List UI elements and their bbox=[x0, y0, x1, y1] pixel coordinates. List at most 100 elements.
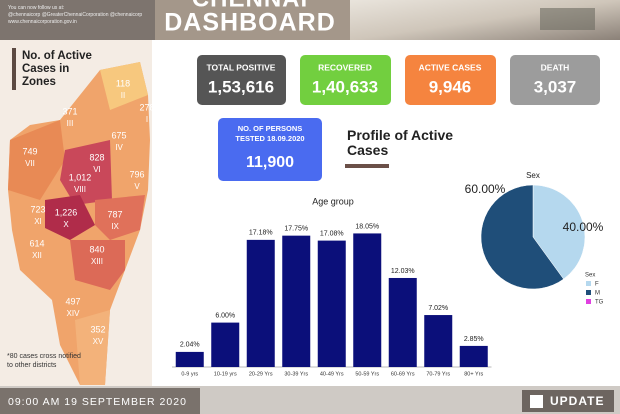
bar-value-label: 2.04% bbox=[180, 342, 200, 349]
x-tick-label: 20-29 Yrs bbox=[249, 371, 273, 377]
zone-value: 675 bbox=[111, 130, 126, 140]
zone-shape bbox=[100, 62, 148, 110]
zone-value: 749 bbox=[22, 146, 37, 156]
header-title-top: CHENNAI bbox=[192, 0, 308, 12]
zone-value: 614 bbox=[29, 238, 44, 248]
zone-name: IV bbox=[115, 143, 123, 152]
footer-time-bg bbox=[0, 388, 200, 414]
map bbox=[8, 62, 150, 385]
zone-shape bbox=[95, 195, 145, 240]
header-left bbox=[0, 0, 155, 40]
stat-value: 1,53,616 bbox=[208, 77, 274, 96]
bar bbox=[282, 235, 311, 367]
stat-value: 1,40,633 bbox=[312, 77, 378, 96]
zone-value: 118 bbox=[116, 78, 130, 88]
bar-value-label: 12.03% bbox=[391, 268, 415, 275]
zone-value: 840 bbox=[89, 244, 104, 254]
chart-title: Age group bbox=[312, 196, 354, 206]
zone-value: 787 bbox=[107, 209, 122, 219]
bar bbox=[388, 277, 417, 367]
zone-name: XII bbox=[32, 251, 42, 260]
bar-value-label: 2.85% bbox=[464, 336, 484, 343]
social-line: You can now follow us at: bbox=[8, 5, 65, 11]
bar-value-label: 7.02% bbox=[428, 305, 448, 312]
bar bbox=[424, 315, 453, 367]
x-tick-label: 0-9 yrs bbox=[181, 371, 198, 377]
update-label[interactable]: UPDATE bbox=[550, 394, 604, 408]
zone-value: 1,226 bbox=[55, 207, 78, 217]
zone-value: 1,012 bbox=[69, 172, 92, 182]
zone-name: XI bbox=[34, 217, 42, 226]
zone-name: VI bbox=[93, 165, 101, 174]
map-title-bar bbox=[12, 48, 16, 90]
social-line: @chennaicorp @GreaterChennaiCorporation … bbox=[8, 12, 143, 18]
tested-value: 11,900 bbox=[246, 154, 294, 171]
stat-label: RECOVERED bbox=[318, 62, 372, 72]
zone-shape bbox=[45, 195, 95, 240]
map-title: No. of Active Cases in Zones bbox=[22, 50, 92, 88]
map-note: *80 cases cross notified to other distri… bbox=[7, 353, 81, 369]
update-icon[interactable] bbox=[530, 395, 543, 408]
legend-label: TG bbox=[595, 300, 604, 306]
zone-shape bbox=[70, 240, 125, 290]
bar-value-label: 17.75% bbox=[284, 225, 308, 232]
legend-title: Sex bbox=[585, 273, 595, 279]
zone-name: XIV bbox=[67, 309, 81, 318]
pie-slice bbox=[480, 184, 564, 290]
pie-value-label: 60.00% bbox=[465, 182, 506, 196]
zone-value: 278 bbox=[139, 102, 154, 112]
update-button[interactable] bbox=[522, 390, 614, 412]
legend-label: M bbox=[595, 291, 600, 297]
photo-books bbox=[540, 8, 595, 30]
legend-swatch bbox=[586, 281, 591, 286]
legend-swatch bbox=[586, 299, 591, 304]
legend-swatch bbox=[586, 290, 591, 295]
x-tick-label: 30-39 Yrs bbox=[284, 371, 308, 377]
header-title: DASHBOARD bbox=[164, 9, 336, 37]
stat-label: DEATH bbox=[541, 62, 570, 72]
x-tick-label: 50-59 Yrs bbox=[355, 371, 379, 377]
x-tick-label: 40-49 Yrs bbox=[320, 371, 344, 377]
tested-label: NO. OF PERSONS TESTED 18.09.2020 bbox=[235, 124, 305, 143]
tested-box bbox=[218, 118, 322, 181]
bar bbox=[459, 345, 488, 367]
zone-value: 371 bbox=[62, 106, 77, 116]
stat-label: TOTAL POSITIVE bbox=[207, 62, 276, 72]
bar bbox=[353, 233, 382, 367]
zone-name: VII bbox=[25, 159, 35, 168]
bar bbox=[246, 239, 275, 367]
bar bbox=[317, 240, 346, 367]
bar bbox=[211, 322, 240, 367]
header-center bbox=[155, 0, 350, 40]
zone-name: III bbox=[67, 119, 74, 128]
social-block: You can now follow us at: @chennaicorp @G… bbox=[8, 5, 148, 26]
stat-value: 3,037 bbox=[534, 77, 577, 96]
zone-name: VIII bbox=[74, 185, 86, 194]
bar bbox=[175, 351, 204, 367]
zone-name: IX bbox=[111, 222, 119, 231]
profile-title: Profile of Active Cases bbox=[347, 127, 454, 158]
x-tick-label: 10-19 yrs bbox=[214, 371, 237, 377]
chart-title: Sex bbox=[526, 171, 540, 180]
stat-box bbox=[300, 55, 391, 105]
stat-box bbox=[197, 55, 286, 105]
x-tick-label: 80+ Yrs bbox=[464, 371, 483, 377]
bar-value-label: 18.05% bbox=[355, 223, 379, 230]
zone-name: II bbox=[121, 91, 125, 100]
footer-timestamp: 09:00 AM 19 SEPTEMBER 2020 bbox=[8, 396, 187, 408]
legend-label: F bbox=[595, 282, 599, 288]
stat-box bbox=[510, 55, 600, 105]
zone-shape bbox=[60, 140, 112, 205]
zone-value: 828 bbox=[89, 152, 104, 162]
social-line: www.chennaicorporation.gov.in bbox=[8, 19, 77, 25]
zone-value: 497 bbox=[65, 296, 80, 306]
bar-value-label: 17.08% bbox=[320, 230, 344, 237]
zone-name: I bbox=[146, 115, 148, 124]
stat-label: ACTIVE CASES bbox=[419, 62, 482, 72]
zone-name: V bbox=[134, 182, 140, 191]
x-tick-label: 60-69 Yrs bbox=[391, 371, 415, 377]
zone-value: 352 bbox=[90, 324, 105, 334]
bar-value-label: 6.00% bbox=[215, 312, 235, 319]
